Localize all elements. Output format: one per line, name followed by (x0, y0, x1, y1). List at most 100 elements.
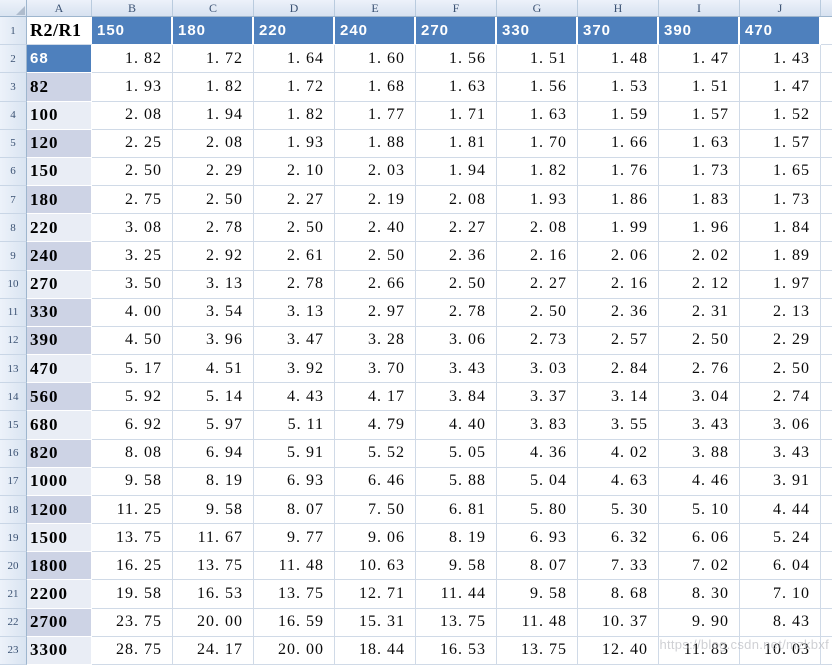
data-cell[interactable]: 2. 78 (173, 214, 254, 243)
r1-header-cell[interactable]: 470 (740, 17, 821, 46)
select-all-corner[interactable] (0, 0, 27, 16)
data-cell[interactable]: 1. 77 (335, 101, 416, 130)
data-cell[interactable]: 11. 25 (92, 495, 173, 525)
data-cell[interactable]: 1. 94 (173, 101, 254, 130)
r1-header-cell[interactable]: 370 (578, 17, 659, 46)
r2-label-cell[interactable]: 270 (27, 270, 92, 299)
data-cell[interactable]: 6. 93 (254, 467, 335, 496)
data-cell[interactable]: 16. 53 (173, 580, 254, 609)
data-cell[interactable]: 2. 06 (578, 242, 659, 271)
data-cell[interactable]: 2. 97 (335, 298, 416, 327)
data-cell[interactable]: 5. 17 (92, 355, 173, 384)
row-header-22[interactable]: 22 (0, 608, 27, 637)
data-cell[interactable]: 1. 82 (173, 73, 254, 102)
data-cell[interactable]: 7. 10 (740, 580, 821, 609)
data-cell[interactable]: 1. 97 (740, 270, 821, 299)
data-cell[interactable]: 1. 63 (416, 73, 497, 102)
data-cell[interactable]: 4. 46 (659, 467, 740, 496)
cell-partial[interactable] (821, 101, 832, 130)
data-cell[interactable]: 10. 63 (335, 552, 416, 581)
data-cell[interactable]: 1. 57 (740, 129, 821, 158)
data-cell[interactable]: 1. 64 (254, 45, 335, 74)
column-header-J[interactable]: J (740, 0, 821, 16)
data-cell[interactable]: 9. 58 (92, 467, 173, 496)
column-header-partial[interactable] (821, 0, 832, 16)
data-cell[interactable]: 8. 19 (416, 524, 497, 553)
row-header-11[interactable]: 11 (0, 298, 27, 327)
data-cell[interactable]: 2. 50 (659, 326, 740, 356)
data-cell[interactable]: 5. 91 (254, 439, 335, 468)
data-cell[interactable]: 11. 67 (173, 524, 254, 553)
data-cell[interactable]: 19. 58 (92, 580, 173, 609)
data-cell[interactable]: 6. 94 (173, 439, 254, 468)
data-cell[interactable]: 1. 99 (578, 214, 659, 243)
data-cell[interactable]: 3. 25 (92, 242, 173, 271)
cell-partial[interactable] (821, 45, 832, 74)
row-header-14[interactable]: 14 (0, 383, 27, 412)
data-cell[interactable]: 4. 63 (578, 467, 659, 496)
cell-partial[interactable] (821, 552, 832, 581)
data-cell[interactable]: 13. 75 (497, 636, 578, 665)
data-cell[interactable]: 2. 50 (173, 186, 254, 215)
data-cell[interactable]: 8. 43 (740, 608, 821, 637)
r2-label-cell[interactable]: 82 (27, 73, 92, 102)
data-cell[interactable]: 3. 06 (416, 326, 497, 356)
row-header-4[interactable]: 4 (0, 101, 27, 130)
data-cell[interactable]: 20. 00 (254, 636, 335, 665)
r2-label-cell[interactable]: 1500 (27, 524, 92, 553)
data-cell[interactable]: 9. 06 (335, 524, 416, 553)
cell-partial[interactable] (821, 73, 832, 102)
data-cell[interactable]: 3. 70 (335, 355, 416, 384)
data-cell[interactable]: 4. 36 (497, 439, 578, 468)
data-cell[interactable]: 11. 48 (254, 552, 335, 581)
r2-label-cell[interactable]: 2200 (27, 580, 92, 609)
r1-header-cell[interactable]: 390 (659, 17, 740, 46)
data-cell[interactable]: 5. 04 (497, 467, 578, 496)
r2-label-cell[interactable]: 1200 (27, 495, 92, 525)
data-cell[interactable]: 2. 25 (92, 129, 173, 158)
data-cell[interactable]: 1. 71 (416, 101, 497, 130)
cell-partial[interactable] (821, 524, 832, 553)
data-cell[interactable]: 2. 08 (416, 186, 497, 215)
data-cell[interactable]: 9. 58 (497, 580, 578, 609)
cell-partial[interactable] (821, 467, 832, 496)
data-cell[interactable]: 1. 82 (497, 157, 578, 187)
data-cell[interactable]: 2. 03 (335, 157, 416, 187)
cell-partial[interactable] (821, 383, 832, 412)
data-cell[interactable]: 2. 27 (416, 214, 497, 243)
data-cell[interactable]: 1. 96 (659, 214, 740, 243)
data-cell[interactable]: 2. 10 (254, 157, 335, 187)
data-cell[interactable]: 2. 78 (416, 298, 497, 327)
data-cell[interactable]: 6. 93 (497, 524, 578, 553)
row-header-16[interactable]: 16 (0, 439, 27, 468)
column-header-C[interactable]: C (173, 0, 254, 16)
data-cell[interactable]: 2. 08 (92, 101, 173, 130)
r2-label-cell[interactable]: 820 (27, 439, 92, 468)
data-cell[interactable]: 2. 66 (335, 270, 416, 299)
data-cell[interactable]: 2. 75 (92, 186, 173, 215)
cell-partial[interactable] (821, 495, 832, 525)
r2-label-cell[interactable]: 330 (27, 298, 92, 327)
data-cell[interactable]: 2. 29 (740, 326, 821, 356)
data-cell[interactable]: 1. 53 (578, 73, 659, 102)
data-cell[interactable]: 8. 08 (92, 439, 173, 468)
data-cell[interactable]: 3. 28 (335, 326, 416, 356)
data-cell[interactable]: 9. 58 (416, 552, 497, 581)
data-cell[interactable]: 1. 73 (740, 186, 821, 215)
column-header-B[interactable]: B (92, 0, 173, 16)
data-cell[interactable]: 2. 16 (578, 270, 659, 299)
data-cell[interactable]: 7. 02 (659, 552, 740, 581)
data-cell[interactable]: 2. 73 (497, 326, 578, 356)
data-cell[interactable]: 3. 14 (578, 383, 659, 412)
data-cell[interactable]: 7. 50 (335, 495, 416, 525)
data-cell[interactable]: 5. 80 (497, 495, 578, 525)
cell-partial[interactable] (821, 298, 832, 327)
data-cell[interactable]: 8. 07 (497, 552, 578, 581)
data-cell[interactable]: 1. 60 (335, 45, 416, 74)
data-cell[interactable]: 2. 36 (416, 242, 497, 271)
r2-label-cell[interactable]: 150 (27, 157, 92, 187)
data-cell[interactable]: 3. 43 (740, 439, 821, 468)
cell-partial[interactable] (821, 608, 832, 637)
data-cell[interactable]: 4. 43 (254, 383, 335, 412)
data-cell[interactable]: 5. 10 (659, 495, 740, 525)
